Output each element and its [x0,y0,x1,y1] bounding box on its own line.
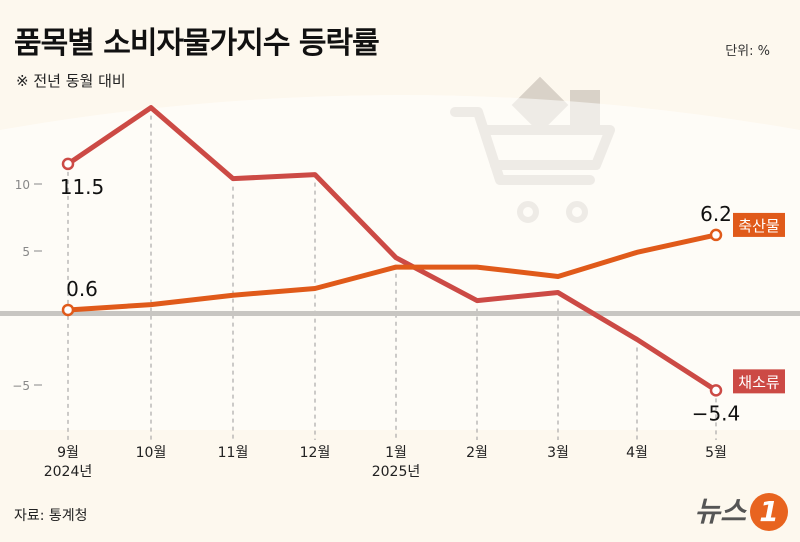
year-label: 2024년 [44,464,93,480]
source-label: 자료: 통계청 [14,508,88,524]
x-tick-label: 11월 [218,445,249,461]
chart-title: 품목별 소비자물가지수 등락률 [14,26,380,61]
y-tick-label: 5 [22,245,30,259]
series-line-채소류 [66,105,718,393]
x-tick-label: 12월 [300,445,331,461]
x-tick-label: 3월 [547,445,569,461]
data-label: −5.4 [692,401,741,425]
x-tick-label: 9월 [57,445,79,461]
x-tick-label: 5월 [705,445,727,461]
data-label: 6.2 [700,202,732,226]
chart-subtitle: ※ 전년 동월 대비 [16,72,126,90]
data-point [61,303,75,317]
y-tick-label: −5 [12,379,30,393]
data-point [61,157,75,171]
x-tick-label: 1월 [385,445,407,461]
legend-box [733,212,785,237]
series-line-축산물 [67,232,717,313]
data-label: 11.5 [60,175,105,199]
x-tick-label: 10월 [136,445,167,461]
data-label: 0.6 [66,277,98,301]
unit-label: 단위: % [725,44,770,59]
year-label: 2025년 [372,464,421,480]
data-point [709,384,723,397]
legend-label: 채소류 [738,373,780,391]
x-tick-label: 2월 [466,445,488,461]
zero-line [0,311,800,316]
data-point [709,228,723,242]
legend-box [733,369,785,394]
news1-logo: 뉴스 1 [694,490,788,531]
y-tick-label: 10 [15,178,30,192]
legend-label: 축산물 [738,217,779,235]
x-tick-label: 4월 [626,445,648,461]
